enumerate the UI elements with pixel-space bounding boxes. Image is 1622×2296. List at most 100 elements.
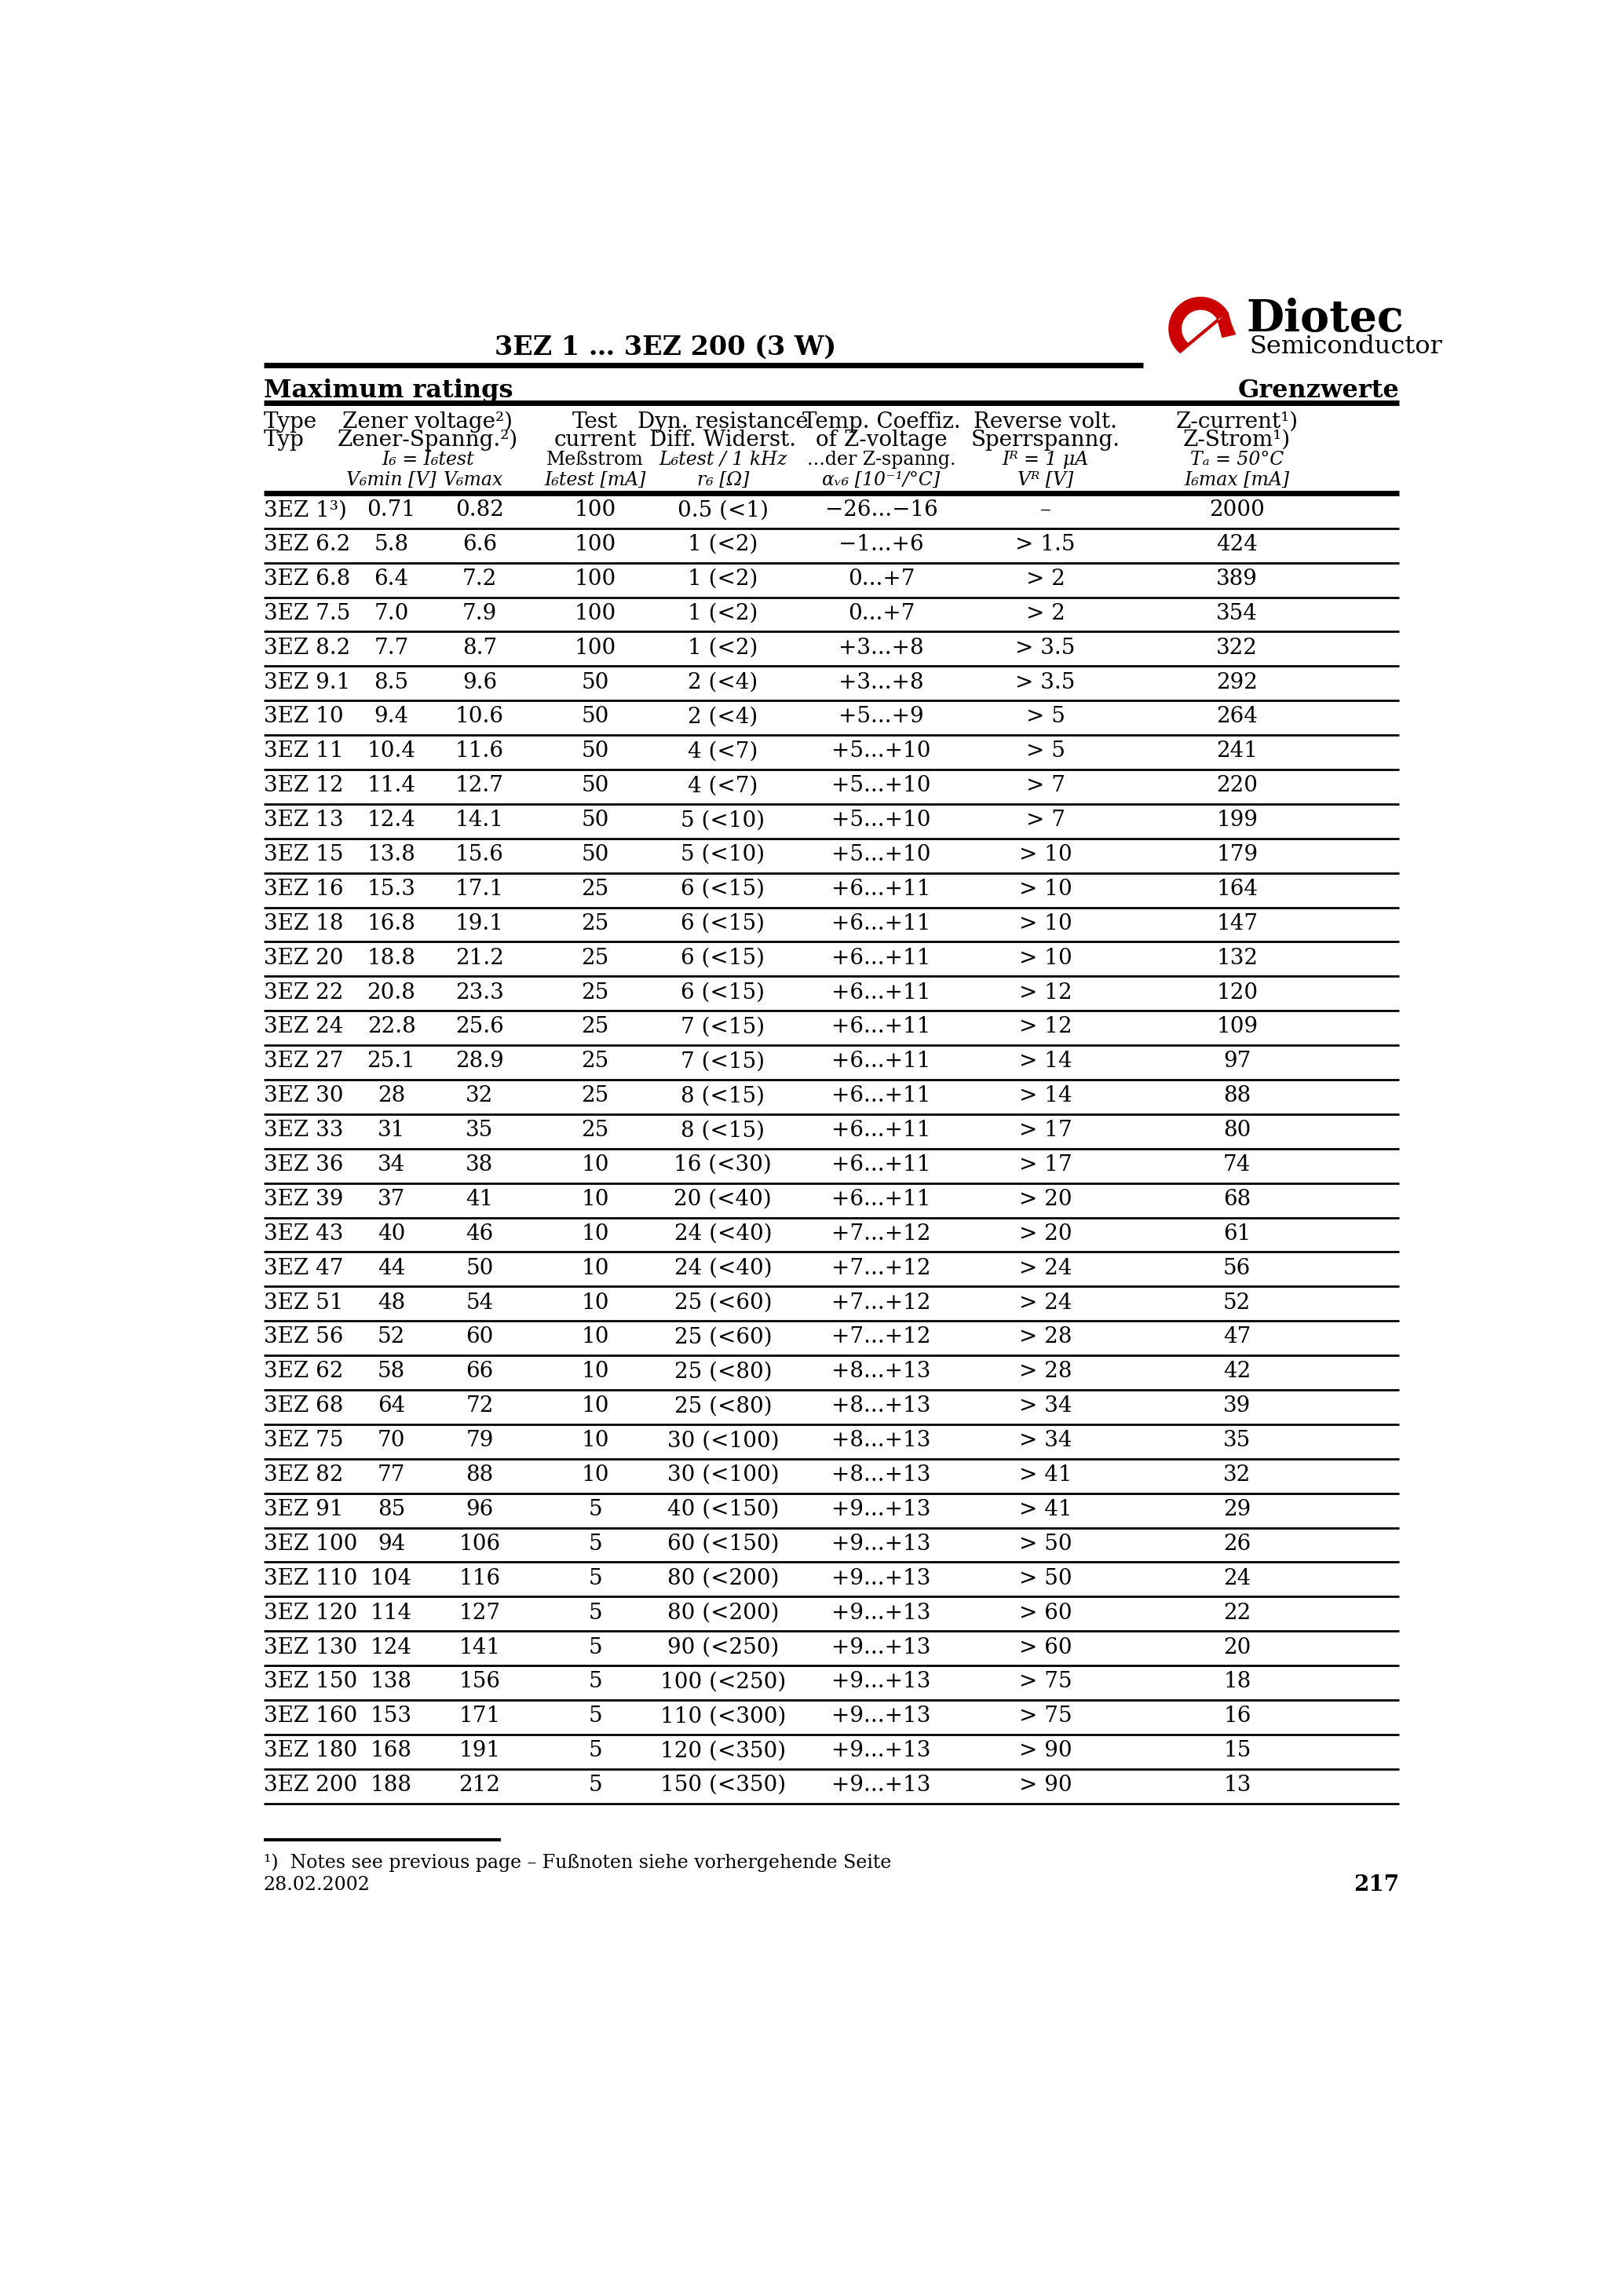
Text: > 5: > 5 — [1025, 742, 1066, 762]
Text: > 2: > 2 — [1025, 569, 1066, 590]
Text: 100: 100 — [574, 501, 616, 521]
Text: 52: 52 — [378, 1327, 406, 1348]
Text: 41: 41 — [466, 1189, 493, 1210]
Text: 5: 5 — [589, 1740, 602, 1761]
Text: Temp. Coeffiz.: Temp. Coeffiz. — [801, 411, 960, 432]
Text: 15.6: 15.6 — [456, 845, 504, 866]
Text: 4 (<7): 4 (<7) — [688, 742, 757, 762]
Text: 100: 100 — [574, 604, 616, 625]
Text: +5...+9: +5...+9 — [839, 707, 925, 728]
Text: 70: 70 — [378, 1430, 406, 1451]
Text: 8 (<15): 8 (<15) — [681, 1086, 766, 1107]
Text: Diotec: Diotec — [1246, 298, 1405, 340]
Text: 3EZ 82: 3EZ 82 — [264, 1465, 344, 1486]
Text: 3EZ 200: 3EZ 200 — [264, 1775, 357, 1795]
Text: 138: 138 — [370, 1671, 412, 1692]
Text: 58: 58 — [378, 1362, 406, 1382]
Text: 3EZ 11: 3EZ 11 — [264, 742, 344, 762]
Text: +7...+12: +7...+12 — [832, 1258, 931, 1279]
Text: 7 (<15): 7 (<15) — [681, 1052, 766, 1072]
Text: 11.4: 11.4 — [367, 776, 415, 797]
Text: 3EZ 120: 3EZ 120 — [264, 1603, 357, 1623]
Text: 3EZ 36: 3EZ 36 — [264, 1155, 344, 1176]
Text: Tₐ = 50°C: Tₐ = 50°C — [1191, 450, 1285, 468]
Text: 66: 66 — [466, 1362, 493, 1382]
Text: –: – — [1040, 501, 1051, 521]
Text: 141: 141 — [459, 1637, 501, 1658]
Text: > 34: > 34 — [1019, 1396, 1072, 1417]
Text: 3EZ 30: 3EZ 30 — [264, 1086, 344, 1107]
Text: L₆test / 1 kHz: L₆test / 1 kHz — [659, 450, 787, 468]
Text: > 10: > 10 — [1019, 845, 1072, 866]
Text: 30 (<100): 30 (<100) — [667, 1430, 779, 1451]
Text: 72: 72 — [466, 1396, 493, 1417]
Text: 50: 50 — [581, 845, 610, 866]
Text: 3EZ 150: 3EZ 150 — [264, 1671, 357, 1692]
Text: 109: 109 — [1216, 1017, 1259, 1038]
Text: Zener voltage²): Zener voltage²) — [342, 411, 513, 432]
Text: 322: 322 — [1216, 638, 1259, 659]
Text: > 50: > 50 — [1019, 1568, 1072, 1589]
Text: 6 (<15): 6 (<15) — [681, 983, 766, 1003]
Text: I₆max [mA]: I₆max [mA] — [1184, 471, 1289, 489]
Text: 2000: 2000 — [1210, 501, 1265, 521]
Text: 0...+7: 0...+7 — [848, 604, 915, 625]
Text: +6...+11: +6...+11 — [832, 948, 931, 969]
Text: 3EZ 1³): 3EZ 1³) — [264, 501, 347, 521]
Text: 28: 28 — [378, 1086, 406, 1107]
Text: 17.1: 17.1 — [456, 879, 504, 900]
Text: 1 (<2): 1 (<2) — [688, 535, 757, 556]
Text: 14.1: 14.1 — [456, 810, 504, 831]
Text: > 90: > 90 — [1019, 1775, 1072, 1795]
Text: Maximum ratings: Maximum ratings — [264, 379, 513, 402]
Text: 179: 179 — [1216, 845, 1259, 866]
Text: 168: 168 — [370, 1740, 412, 1761]
Text: 1 (<2): 1 (<2) — [688, 638, 757, 659]
Text: > 10: > 10 — [1019, 879, 1072, 900]
Text: 90 (<250): 90 (<250) — [667, 1637, 779, 1658]
Text: Dyn. resistance: Dyn. resistance — [637, 411, 808, 432]
Text: +9...+13: +9...+13 — [832, 1740, 931, 1761]
Text: > 7: > 7 — [1025, 810, 1066, 831]
Text: 3EZ 15: 3EZ 15 — [264, 845, 344, 866]
Text: > 41: > 41 — [1019, 1499, 1072, 1520]
Text: 21.2: 21.2 — [456, 948, 504, 969]
Text: > 60: > 60 — [1019, 1637, 1072, 1658]
Text: 100: 100 — [574, 535, 616, 556]
Text: +5...+10: +5...+10 — [832, 810, 931, 831]
Text: 48: 48 — [378, 1293, 406, 1313]
Polygon shape — [1169, 296, 1236, 354]
Text: 50: 50 — [466, 1258, 493, 1279]
Text: 153: 153 — [370, 1706, 412, 1727]
Text: 25: 25 — [581, 1086, 608, 1107]
Text: 120: 120 — [1216, 983, 1259, 1003]
Text: +6...+11: +6...+11 — [832, 1189, 931, 1210]
Text: 3EZ 160: 3EZ 160 — [264, 1706, 357, 1727]
Text: +9...+13: +9...+13 — [832, 1706, 931, 1727]
Text: > 90: > 90 — [1019, 1740, 1072, 1761]
Text: > 12: > 12 — [1019, 983, 1072, 1003]
Text: Reverse volt.: Reverse volt. — [973, 411, 1118, 432]
Text: 10: 10 — [581, 1258, 610, 1279]
Text: 24 (<40): 24 (<40) — [675, 1258, 772, 1279]
Text: +7...+12: +7...+12 — [832, 1293, 931, 1313]
Text: 50: 50 — [581, 707, 610, 728]
Text: of Z-voltage: of Z-voltage — [816, 429, 947, 450]
Text: > 28: > 28 — [1019, 1327, 1072, 1348]
Text: 32: 32 — [1223, 1465, 1251, 1486]
Text: 25: 25 — [581, 1017, 608, 1038]
Text: 3EZ 62: 3EZ 62 — [264, 1362, 344, 1382]
Text: 50: 50 — [581, 810, 610, 831]
Text: 241: 241 — [1216, 742, 1259, 762]
Text: Vᴿ [V]: Vᴿ [V] — [1017, 471, 1074, 489]
Text: +5...+10: +5...+10 — [832, 742, 931, 762]
Text: 25 (<80): 25 (<80) — [675, 1362, 772, 1382]
Text: 35: 35 — [466, 1120, 493, 1141]
Text: 10: 10 — [581, 1189, 610, 1210]
Text: > 10: > 10 — [1019, 948, 1072, 969]
Text: 23.3: 23.3 — [456, 983, 504, 1003]
Text: > 3.5: > 3.5 — [1015, 638, 1075, 659]
Text: 3EZ 130: 3EZ 130 — [264, 1637, 357, 1658]
Text: 8.5: 8.5 — [375, 673, 409, 693]
Text: 199: 199 — [1216, 810, 1259, 831]
